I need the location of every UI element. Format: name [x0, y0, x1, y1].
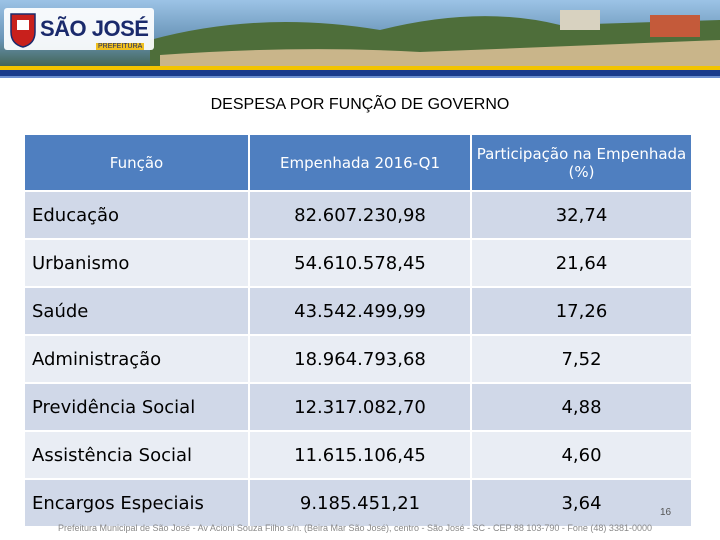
- logo-crest: [10, 13, 36, 48]
- logo: SÃO JOSÉ PREFEITURA: [4, 8, 154, 50]
- header-row: Função Empenhada 2016-Q1 Participação na E…: [25, 135, 693, 190]
- slide-title: DESPESA POR FUNÇÃO DE GOVERNO: [210, 96, 510, 113]
- table-cell: Previdência Social: [25, 384, 250, 430]
- table-cell: 32,74: [472, 192, 693, 238]
- column-header: Função: [25, 135, 250, 190]
- table-cell: 17,26: [472, 288, 693, 334]
- table-cell: Assistência Social: [25, 432, 250, 478]
- table-cell: Administração: [25, 336, 250, 382]
- table-cell: Encargos Especiais: [25, 480, 250, 526]
- table-cell: 4,88: [472, 384, 693, 430]
- table-row: Previdência Social 12.317.082,70 4,88: [25, 384, 693, 430]
- banner: [0, 0, 720, 78]
- table-cell: 21,64: [472, 240, 693, 286]
- logo-subtitle: PREFEITURA: [96, 43, 145, 50]
- table-cell: Saúde: [25, 288, 250, 334]
- table-body: Educação 82.607.230,98 32,74 Urbanismo 54.61…: [25, 192, 693, 526]
- table-cell: 3,64: [472, 480, 693, 526]
- table-cell: 9.185.451,21: [250, 480, 472, 526]
- footer: Prefeitura Municipal de São José - Av Ac…: [58, 523, 652, 533]
- table-cell: Urbanismo: [25, 240, 250, 286]
- expense-table: Função Empenhada 2016-Q1 Participação na E…: [25, 133, 693, 528]
- column-header: Participação na Empenhada (%): [472, 135, 693, 190]
- table-cell: 7,52: [472, 336, 693, 382]
- table-row: Encargos Especiais 9.185.451,21 3,64: [25, 480, 693, 526]
- table-row: Administração 18.964.793,68 7,52: [25, 336, 693, 382]
- table-row: Urbanismo 54.610.578,45 21,64: [25, 240, 693, 286]
- table-cell: Educação: [25, 192, 250, 238]
- table-row: Saúde 43.542.499,99 17,26: [25, 288, 693, 334]
- table-cell: 4,60: [472, 432, 693, 478]
- table-row: Assistência Social 11.615.106,45 4,60: [25, 432, 693, 478]
- table-row: Educação 82.607.230,98 32,74: [25, 192, 693, 238]
- table-cell: 54.610.578,45: [250, 240, 472, 286]
- table-cell: 11.615.106,45: [250, 432, 472, 478]
- column-header: Empenhada 2016-Q1: [250, 135, 472, 190]
- table-cell: 12.317.082,70: [250, 384, 472, 430]
- table-cell: 82.607.230,98: [250, 192, 472, 238]
- logo-title: SÃO JOSÉ: [40, 16, 149, 41]
- table-cell: 43.542.499,99: [250, 288, 472, 334]
- page-number: 16: [660, 507, 672, 518]
- table-cell: 18.964.793,68: [250, 336, 472, 382]
